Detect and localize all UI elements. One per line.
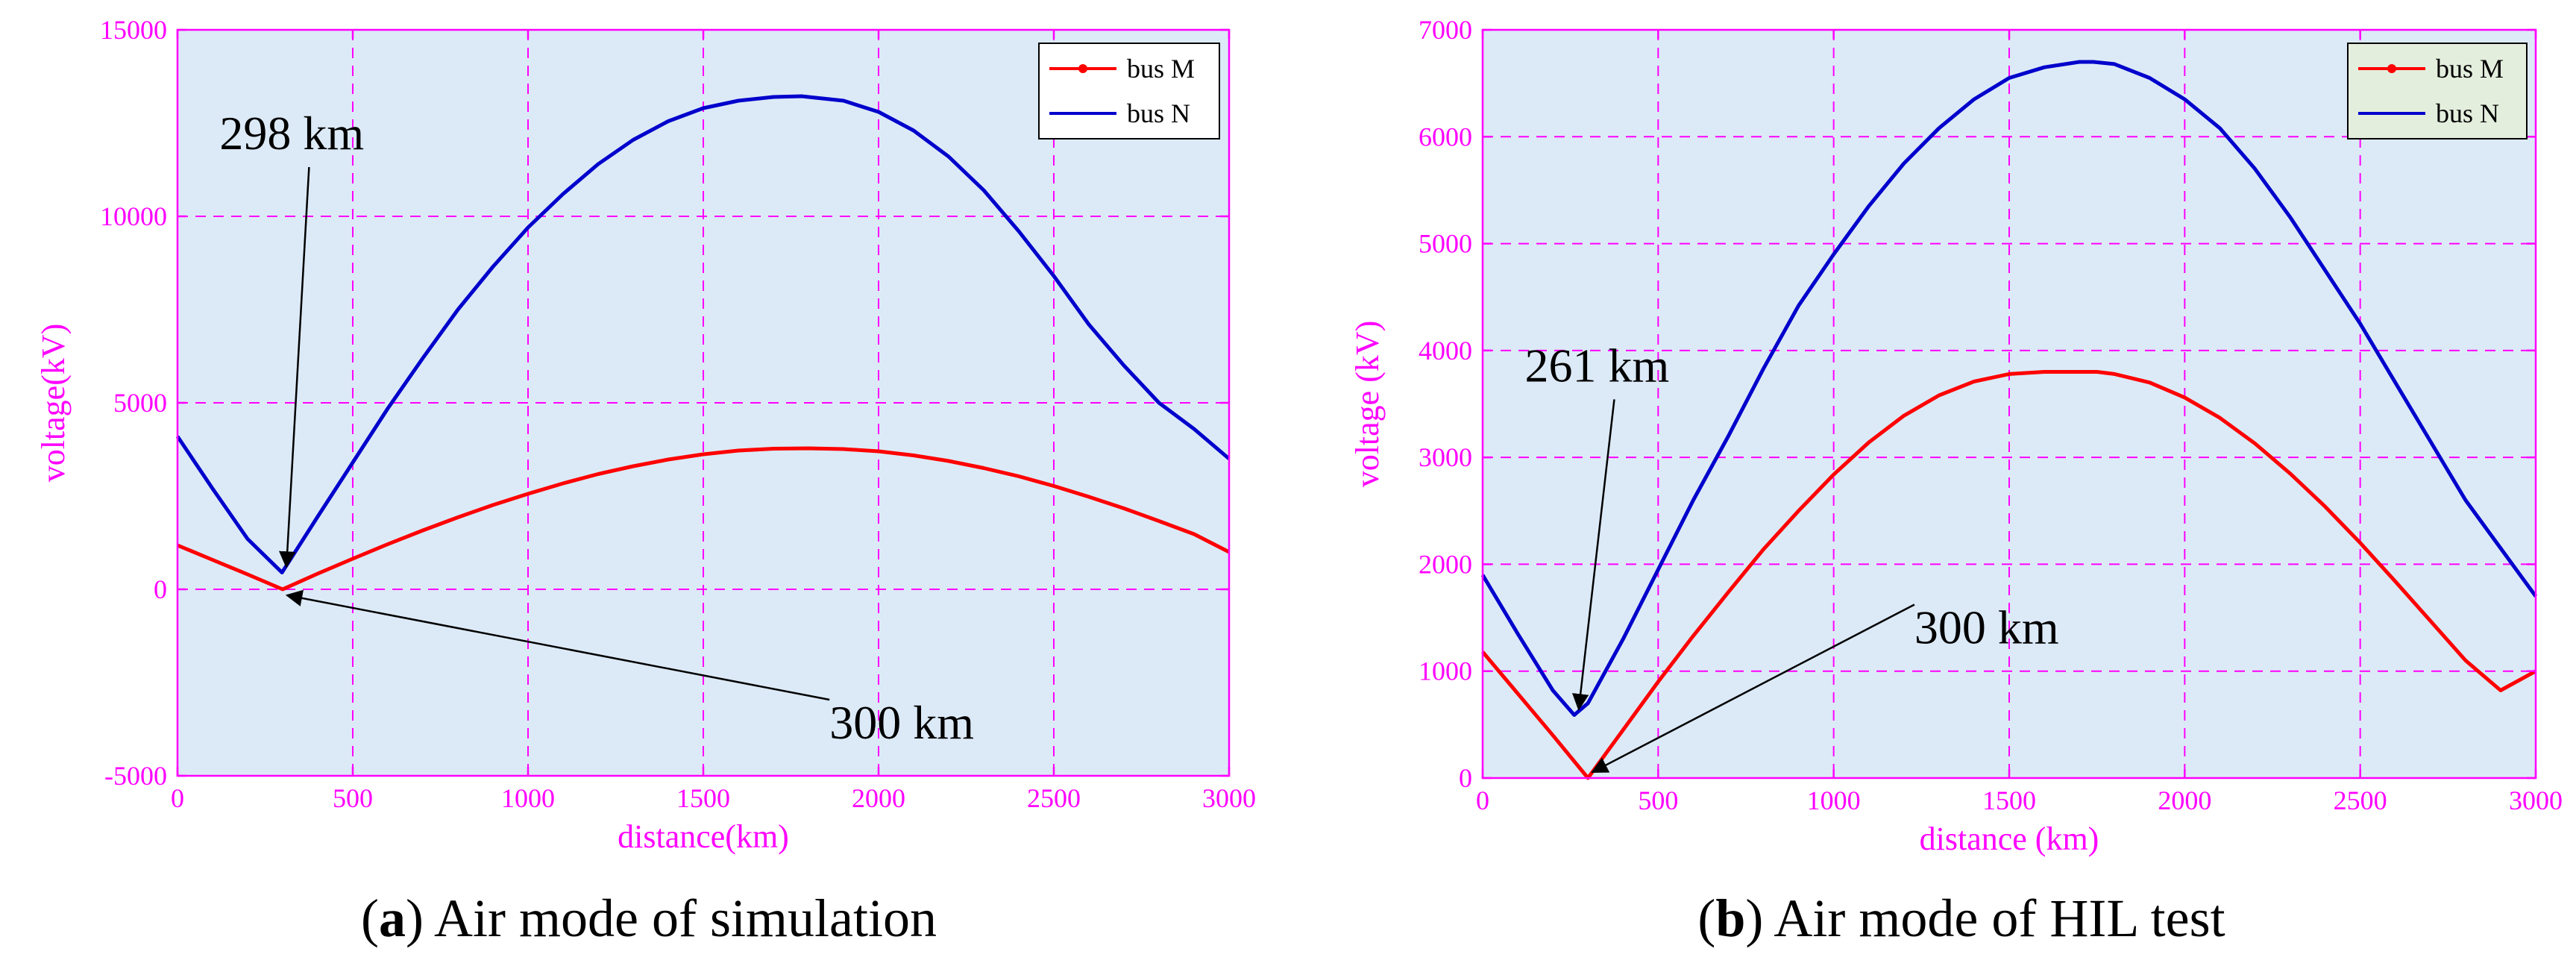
y-tick-label: 15000	[100, 15, 167, 45]
y-tick-label: 10000	[100, 201, 167, 231]
series-line-bus-m	[177, 446, 1231, 592]
y-tick-label: 5000	[1419, 229, 1472, 259]
series-line-bus-m	[1481, 370, 2537, 780]
y-axis-label: voltage(kV)	[35, 324, 72, 483]
series-line-bus-n	[175, 94, 1231, 574]
y-axis-label: voltage (kV)	[1349, 321, 1386, 488]
x-tick-label: 1000	[1807, 785, 1861, 815]
x-tick-label: 1000	[501, 783, 555, 813]
legend-swatch-marker	[2387, 64, 2396, 73]
y-tick-label: 6000	[1419, 122, 1472, 151]
chart-panel-a: 0 500 1000 1500 2000 2500 3000-500005000100001…	[35, 15, 1256, 948]
x-tick-label: 1500	[1982, 785, 2036, 815]
x-axis-label: distance (km)	[1920, 821, 2099, 857]
legend-swatch-marker	[1078, 64, 1087, 73]
annotation-label: 300 km	[829, 696, 974, 749]
y-tick-label: 7000	[1419, 15, 1472, 45]
y-tick-label: 1000	[1419, 656, 1472, 686]
x-tick-label: 2000	[852, 783, 905, 813]
legend-box	[1038, 43, 1220, 139]
annotation-label: 261 km	[1524, 339, 1669, 392]
x-tick-label: 2000	[2158, 785, 2211, 815]
legend-entry-label: bus N	[1127, 98, 1190, 128]
x-tick-label: 0	[1476, 785, 1489, 815]
x-tick-label: 3000	[1202, 783, 1256, 813]
annotation-arrow	[285, 589, 830, 701]
y-tick-label: 5000	[113, 388, 167, 418]
annotation-arrow	[1591, 603, 1915, 774]
annotation-label: 300 km	[1914, 600, 2059, 653]
x-tick-label: 3000	[2509, 785, 2563, 815]
x-tick-label: 1500	[676, 783, 730, 813]
panel-caption: (b) Air mode of HIL test	[1697, 888, 2225, 948]
x-tick-label: 500	[1638, 785, 1678, 815]
legend-entry-label: bus M	[2436, 54, 2504, 84]
legend-box	[2347, 43, 2528, 139]
annotation-arrow	[278, 166, 310, 568]
plot-area	[1483, 30, 2536, 778]
series-line-bus-n	[1480, 60, 2538, 717]
legend: bus M bus N	[1038, 43, 1220, 139]
x-tick-label: 2500	[2334, 785, 2387, 815]
legend-entry-label: bus N	[2436, 98, 2499, 128]
legend-entry-label: bus M	[1127, 54, 1195, 84]
x-tick-label: 500	[333, 783, 373, 813]
x-tick-label: 0	[171, 783, 184, 813]
y-tick-label: 2000	[1419, 549, 1472, 579]
y-tick-label: 4000	[1419, 336, 1472, 366]
x-tick-label: 2500	[1027, 783, 1081, 813]
annotation-arrow	[1571, 399, 1615, 711]
y-tick-label: 3000	[1419, 442, 1472, 472]
y-tick-label: -5000	[104, 761, 167, 791]
panel-caption: (a) Air mode of simulation	[361, 888, 937, 948]
legend: bus M bus N	[2347, 43, 2528, 139]
y-tick-label: 0	[154, 574, 167, 604]
x-axis-label: distance(km)	[618, 818, 789, 855]
chart-panel-b: 0 500 1000 1500 2000 2500 3000 0 1000 2000 3000 400…	[1349, 15, 2563, 948]
y-tick-label: 0	[1459, 763, 1472, 793]
annotation-label: 298 km	[219, 107, 364, 160]
